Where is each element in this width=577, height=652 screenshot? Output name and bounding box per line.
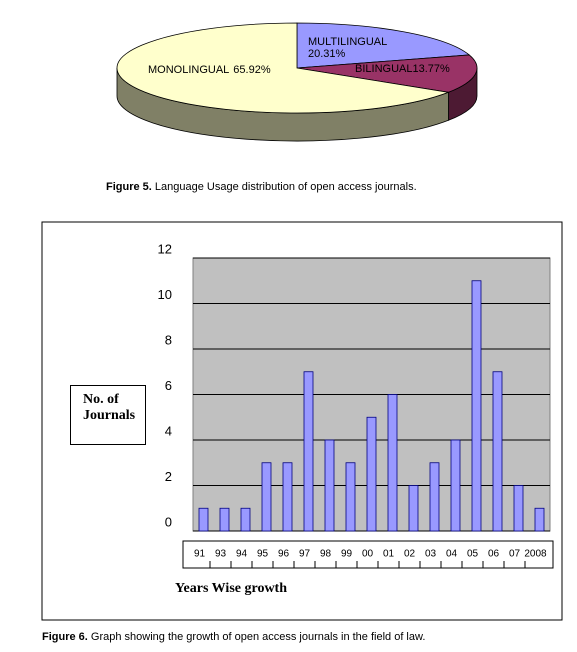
y-tick-label: 4	[165, 423, 172, 438]
bar	[261, 462, 272, 532]
pie-slice	[296, 54, 478, 93]
x-tick-label: 06	[488, 549, 500, 560]
label-name: MULTILINGUAL	[308, 36, 387, 48]
data-label: BILINGUAL13.77%	[355, 63, 450, 75]
pie-slice	[296, 22, 471, 69]
x-tick-label: 98	[320, 549, 332, 560]
bar	[366, 416, 377, 532]
x-tick-label: 93	[215, 549, 227, 560]
y-tick-label: 2	[165, 469, 172, 484]
bar	[387, 394, 398, 532]
x-tick-label: 02	[404, 549, 416, 560]
data-label: MONOLINGUAL 65.92%	[148, 64, 271, 76]
x-tick-label: 07	[509, 549, 521, 560]
x-tick-label: 00	[362, 549, 374, 560]
x-tick-label: 04	[446, 549, 458, 560]
x-tick-label: 2008	[524, 549, 547, 560]
bar	[282, 462, 293, 532]
bar	[345, 462, 356, 532]
x-axis-label: Years Wise growth	[175, 581, 287, 596]
x-tick-label: 99	[341, 549, 353, 560]
bar	[471, 280, 482, 532]
label-name: MONOLINGUAL	[148, 64, 229, 76]
figure-frame	[41, 221, 563, 621]
x-tick-label: 95	[257, 549, 269, 560]
y-tick-label: 12	[158, 241, 172, 256]
x-axis-box	[182, 540, 554, 569]
caption-text: Language Usage distribution of open acce…	[154, 181, 417, 193]
x-tick-label: 97	[299, 549, 311, 560]
bar	[492, 371, 503, 532]
y-axis-label: No. of Journals	[70, 385, 146, 445]
pie-slice	[116, 22, 451, 114]
bar	[240, 507, 251, 532]
x-tick-label: 91	[194, 549, 206, 560]
y-tick-label: 6	[165, 378, 172, 393]
bar	[303, 371, 314, 532]
data-label: MULTILINGUAL 20.31%	[308, 36, 387, 60]
bar	[219, 507, 230, 532]
bar	[324, 439, 335, 532]
bar	[429, 462, 440, 532]
bar	[534, 507, 545, 532]
x-tick-label: 05	[467, 549, 479, 560]
x-tick-label: 96	[278, 549, 290, 560]
y-tick-label: 10	[158, 287, 172, 302]
label-name: BILINGUAL	[355, 63, 412, 75]
x-tick-label: 01	[383, 549, 395, 560]
x-tick-label: 03	[425, 549, 437, 560]
caption: Figure 5. Language Usage distribution of…	[106, 181, 417, 193]
bar	[450, 439, 461, 532]
bar	[198, 507, 209, 532]
caption: Figure 6. Graph showing the growth of op…	[42, 631, 425, 643]
caption-label: Figure 6.	[42, 631, 88, 643]
bar	[408, 485, 419, 532]
y-tick-label: 8	[165, 332, 172, 347]
x-tick-label: 94	[236, 549, 248, 560]
bar	[513, 485, 524, 532]
caption-text: Graph showing the growth of open access …	[90, 631, 426, 643]
y-tick-label: 0	[165, 514, 172, 529]
label-value: 65.92%	[233, 64, 271, 76]
label-value: 13.77%	[412, 63, 450, 75]
label-value: 20.31%	[308, 48, 346, 60]
caption-label: Figure 5.	[106, 181, 152, 193]
